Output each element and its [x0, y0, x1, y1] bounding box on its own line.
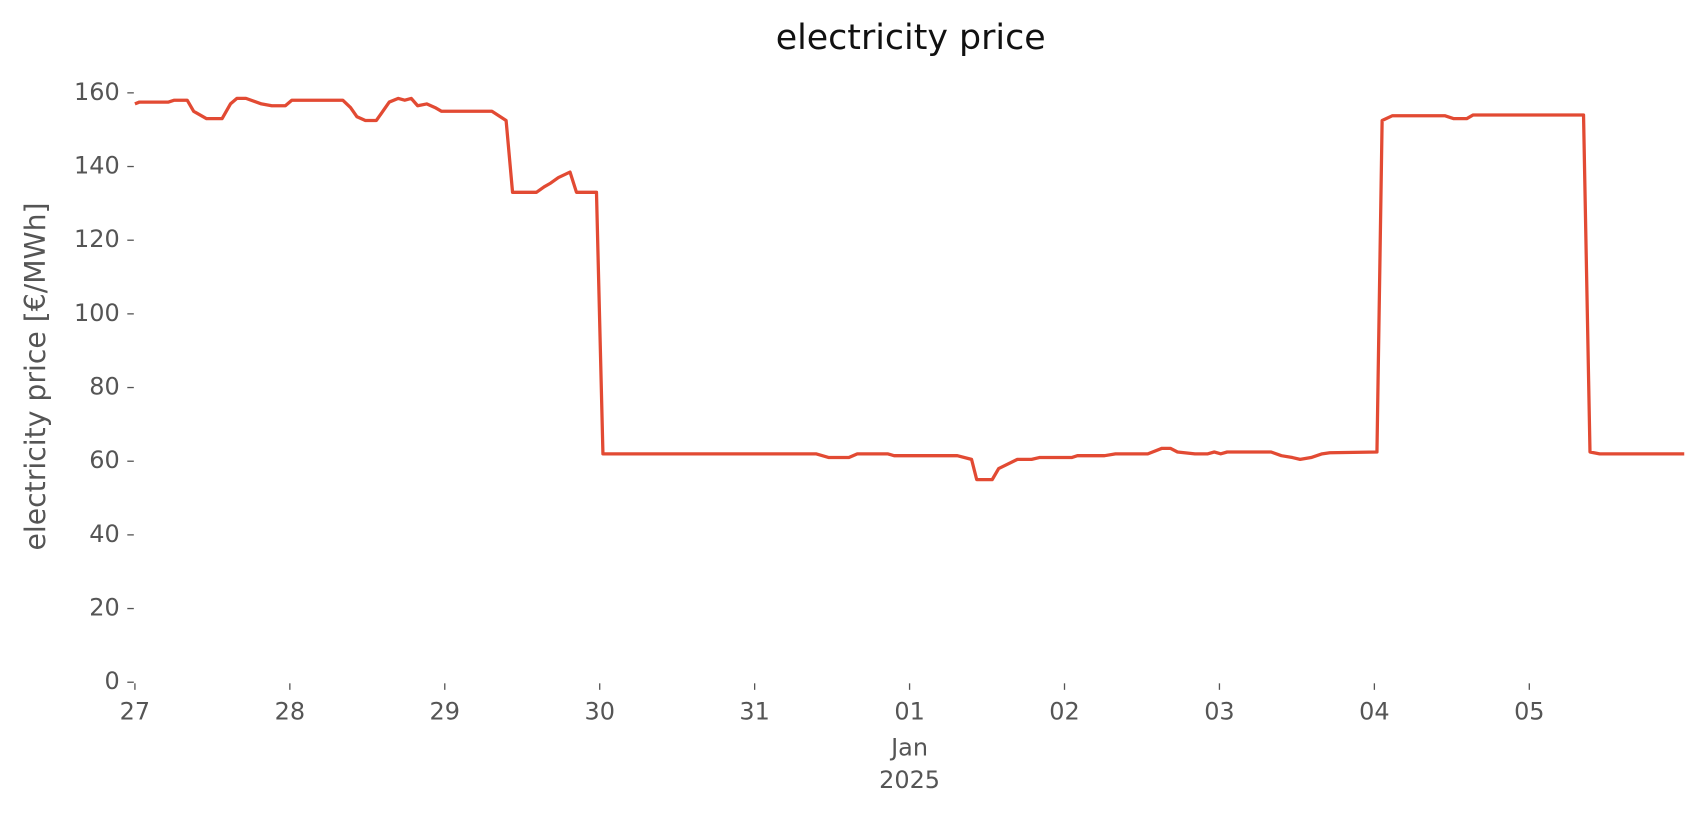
x-tick-label: 29: [430, 698, 460, 726]
x-tick-label: 30: [584, 698, 614, 726]
x-tick-label: 31: [739, 698, 769, 726]
y-tick-label: 0: [104, 667, 119, 695]
x-tick-label: 01: [894, 698, 924, 726]
x-tick-sublabel: 2025: [879, 766, 940, 794]
y-tick-label: 20: [89, 594, 119, 622]
price-line: [134, 96, 1685, 482]
y-tick-label: 160: [74, 78, 120, 106]
x-tick-label: 04: [1359, 698, 1389, 726]
x-tick-label: 28: [275, 698, 305, 726]
x-tick-label: 03: [1204, 698, 1234, 726]
x-tick-label: 27: [120, 698, 150, 726]
y-tick-label: 40: [89, 520, 119, 548]
chart-title: electricity price: [776, 18, 1046, 58]
x-tick-sublabel: Jan: [889, 734, 928, 762]
y-tick-label: 80: [89, 373, 119, 401]
y-tick-label: 60: [89, 446, 119, 474]
x-tick-label: 05: [1514, 698, 1544, 726]
y-tick-label: 140: [74, 152, 120, 180]
y-tick-label: 120: [74, 225, 120, 253]
y-tick-label: 100: [74, 299, 120, 327]
y-axis-label: electricity price [€/MWh]: [19, 202, 52, 550]
x-tick-label: 02: [1049, 698, 1079, 726]
